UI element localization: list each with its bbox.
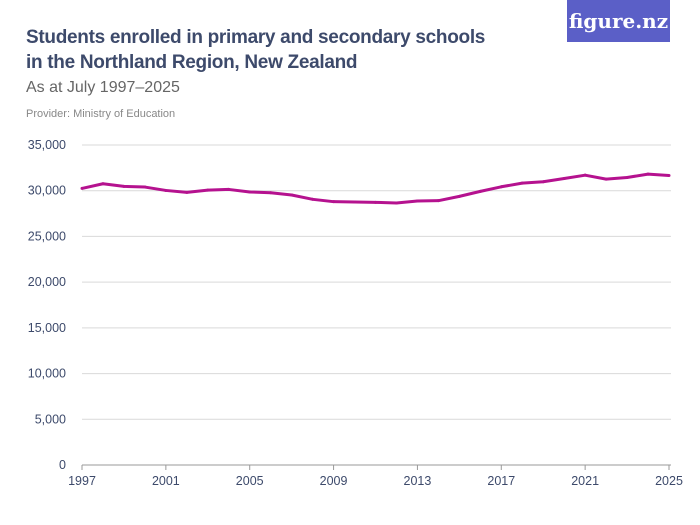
data-point bbox=[520, 181, 524, 185]
data-point bbox=[227, 187, 231, 191]
data-point bbox=[164, 188, 168, 192]
data-point bbox=[604, 177, 608, 181]
data-point bbox=[374, 200, 377, 204]
data-point bbox=[122, 184, 126, 188]
data-point bbox=[625, 175, 629, 179]
x-tick-label: 1997 bbox=[68, 474, 96, 488]
data-point bbox=[101, 182, 105, 186]
chart-subtitle: As at July 1997–2025 bbox=[26, 79, 180, 96]
x-tick-label: 2013 bbox=[404, 474, 432, 488]
data-point bbox=[499, 185, 503, 189]
data-point bbox=[415, 199, 419, 203]
data-point bbox=[457, 194, 461, 198]
y-tick-label: 5,000 bbox=[35, 412, 66, 426]
data-point bbox=[80, 186, 84, 190]
data-point bbox=[436, 199, 440, 203]
x-tick-label: 2017 bbox=[487, 474, 515, 488]
data-point bbox=[185, 190, 189, 194]
y-tick-label: 0 bbox=[59, 458, 66, 472]
figure-nz-logo[interactable]: figure.nz bbox=[567, 0, 670, 42]
data-point bbox=[667, 174, 671, 178]
data-point bbox=[332, 200, 336, 204]
data-point bbox=[394, 201, 398, 205]
data-point bbox=[353, 200, 357, 204]
y-tick-label: 20,000 bbox=[28, 275, 66, 289]
series-line bbox=[81, 172, 670, 205]
chart-title: Students enrolled in primary and seconda… bbox=[26, 27, 486, 73]
data-point bbox=[583, 173, 587, 177]
y-tick-label: 15,000 bbox=[28, 321, 66, 335]
data-point bbox=[311, 197, 315, 201]
data-point bbox=[646, 172, 650, 176]
data-point bbox=[143, 185, 147, 189]
x-tick-label: 2005 bbox=[236, 474, 264, 488]
y-tick-label: 10,000 bbox=[28, 367, 66, 381]
data-point bbox=[478, 189, 482, 193]
data-point bbox=[248, 190, 252, 194]
data-point bbox=[541, 180, 545, 184]
x-tick-label: 2001 bbox=[152, 474, 180, 488]
x-tick-label: 2009 bbox=[320, 474, 348, 488]
data-point bbox=[562, 176, 566, 180]
x-tick-label: 2025 bbox=[655, 474, 683, 488]
y-tick-label: 35,000 bbox=[28, 138, 66, 152]
data-point bbox=[290, 193, 294, 197]
data-point bbox=[269, 191, 273, 195]
y-tick-label: 25,000 bbox=[28, 229, 66, 243]
data-point bbox=[206, 188, 210, 192]
y-tick-label: 30,000 bbox=[28, 184, 66, 198]
provider-note: Provider: Ministry of Education bbox=[26, 108, 176, 120]
x-tick-label: 2021 bbox=[571, 474, 599, 488]
